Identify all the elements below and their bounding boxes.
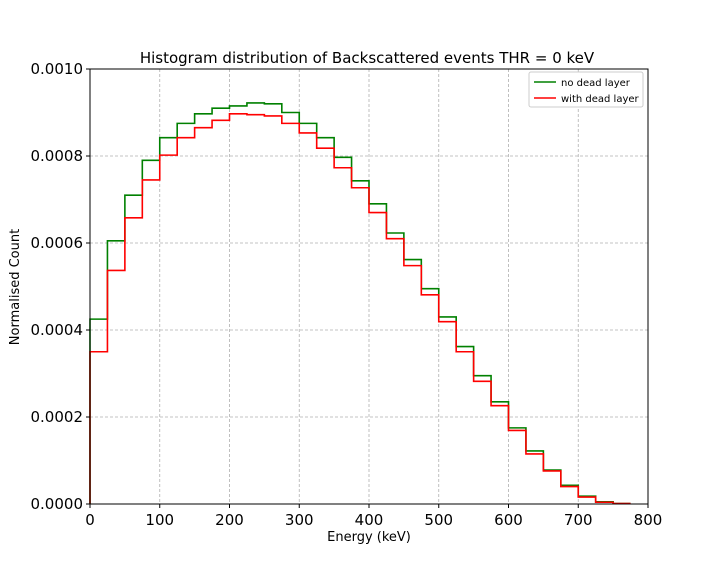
chart-title: Histogram distribution of Backscattered … <box>140 49 595 67</box>
y-tick-label: 0.0002 <box>31 408 84 426</box>
x-tick-label: 100 <box>145 511 174 529</box>
legend: no dead layer with dead layer <box>528 71 644 108</box>
y-tick-label: 0.0004 <box>31 321 84 339</box>
x-axis-label: Energy (keV) <box>327 530 411 545</box>
y-tick-label: 0.0008 <box>31 147 84 165</box>
x-tick-label: 500 <box>424 511 453 529</box>
x-tick-label: 600 <box>494 511 523 529</box>
series-layer <box>89 102 631 505</box>
x-axis-ticks: 0 100 200 300 400 500 600 700 800 <box>85 504 662 529</box>
x-tick-label: 300 <box>285 511 314 529</box>
legend-label-no-dead-layer: no dead layer <box>561 78 631 89</box>
x-tick-label: 700 <box>564 511 593 529</box>
x-tick-label: 200 <box>215 511 244 529</box>
legend-box <box>528 71 644 108</box>
grid <box>89 68 649 505</box>
y-axis-label: Normalised Count <box>8 229 23 345</box>
y-tick-label: 0.0006 <box>31 234 84 252</box>
x-tick-label: 800 <box>634 511 663 529</box>
y-tick-label: 0.0010 <box>31 60 84 78</box>
series-line-no-dead-layer <box>89 102 631 505</box>
x-tick-label: 0 <box>85 511 95 529</box>
legend-label-with-dead-layer: with dead layer <box>561 94 640 105</box>
y-tick-label: 0.0000 <box>31 495 84 513</box>
x-tick-label: 400 <box>355 511 384 529</box>
series-line-with-dead-layer <box>89 113 631 505</box>
y-axis-ticks: 0.0000 0.0002 0.0004 0.0006 0.0008 0.0010 <box>31 60 90 513</box>
